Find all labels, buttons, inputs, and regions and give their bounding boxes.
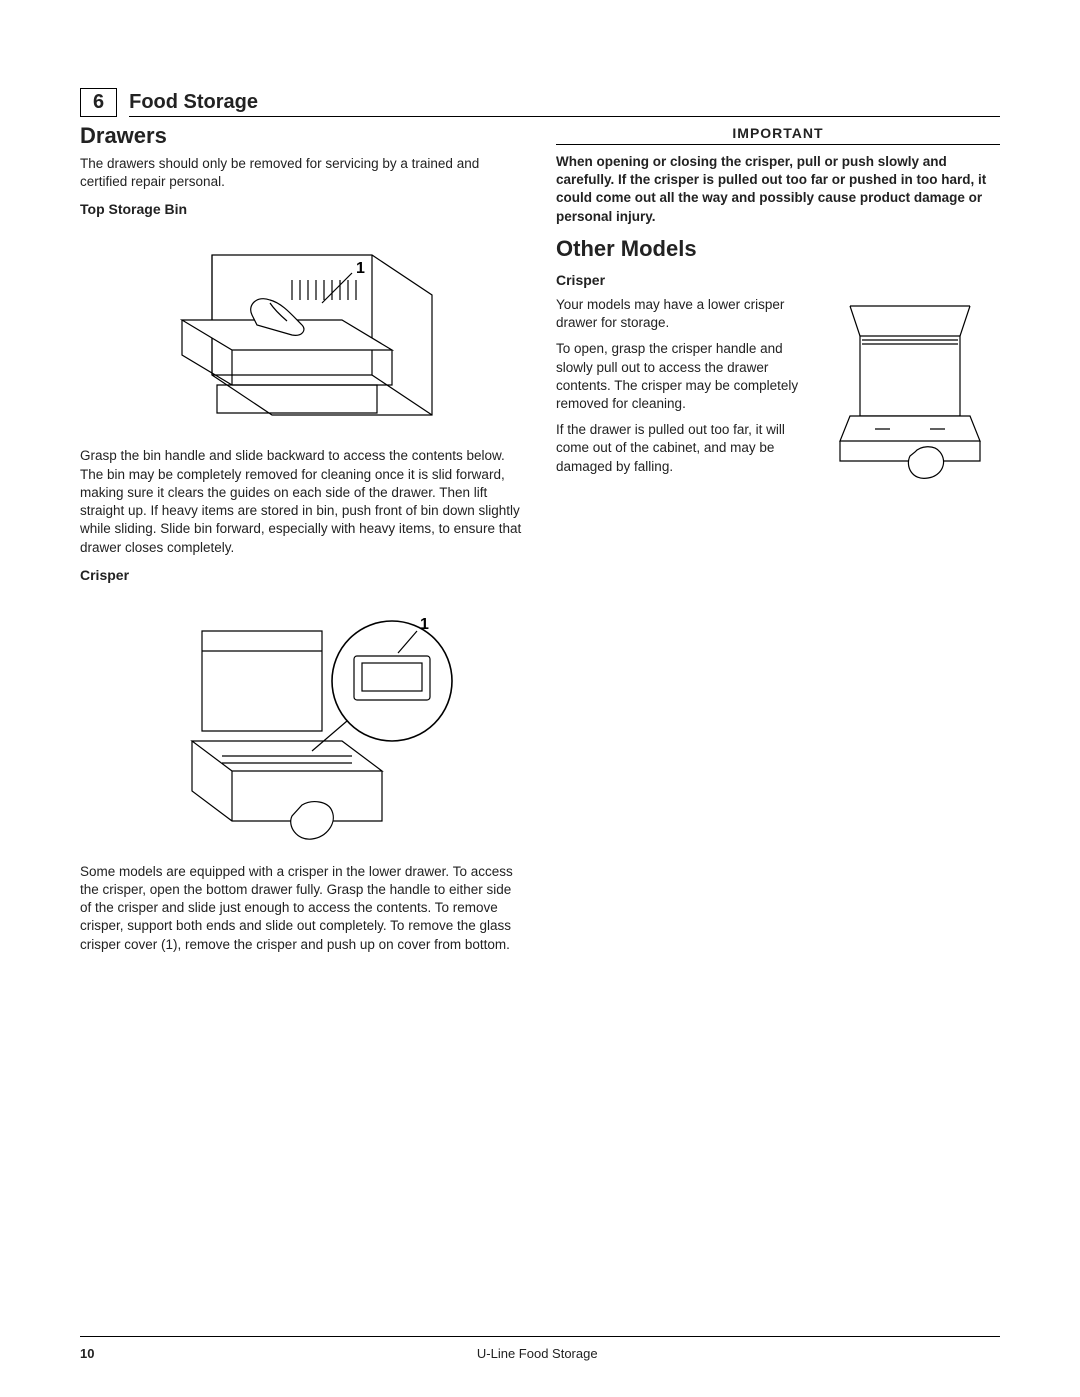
heading-important: IMPORTANT	[556, 125, 1000, 145]
heading-top-storage-bin: Top Storage Bin	[80, 201, 524, 217]
figure2-callout: 1	[420, 616, 429, 633]
drawers-intro: The drawers should only be removed for s…	[80, 155, 524, 191]
top-bin-text: Grasp the bin handle and slide backward …	[80, 447, 524, 556]
other-models-p3: If the drawer is pulled out too far, it …	[556, 421, 810, 476]
important-text: When opening or closing the crisper, pul…	[556, 153, 1000, 226]
left-column: Drawers The drawers should only be remov…	[80, 123, 524, 962]
other-models-p2: To open, grasp the crisper handle and sl…	[556, 340, 810, 413]
heading-crisper-right: Crisper	[556, 272, 1000, 288]
crisper-left-text: Some models are equipped with a crisper …	[80, 863, 524, 954]
heading-crisper-left: Crisper	[80, 567, 524, 583]
section-title: Food Storage	[129, 88, 1000, 117]
heading-drawers: Drawers	[80, 123, 524, 149]
figure-crisper-left: 1	[80, 591, 524, 851]
other-models-p1: Your models may have a lower crisper dra…	[556, 296, 810, 332]
footer-rule	[80, 1336, 1000, 1337]
section-header: 6 Food Storage	[80, 88, 1000, 117]
footer: 10 U-Line Food Storage	[80, 1346, 1000, 1361]
right-column: IMPORTANT When opening or closing the cr…	[556, 123, 1000, 962]
figure-crisper-right	[820, 296, 1000, 496]
heading-other-models: Other Models	[556, 236, 1000, 262]
figure-top-bin: 1	[80, 225, 524, 435]
page-number: 10	[80, 1346, 94, 1361]
section-number: 6	[80, 88, 117, 117]
footer-center: U-Line Food Storage	[94, 1346, 980, 1361]
figure1-callout: 1	[356, 260, 365, 277]
